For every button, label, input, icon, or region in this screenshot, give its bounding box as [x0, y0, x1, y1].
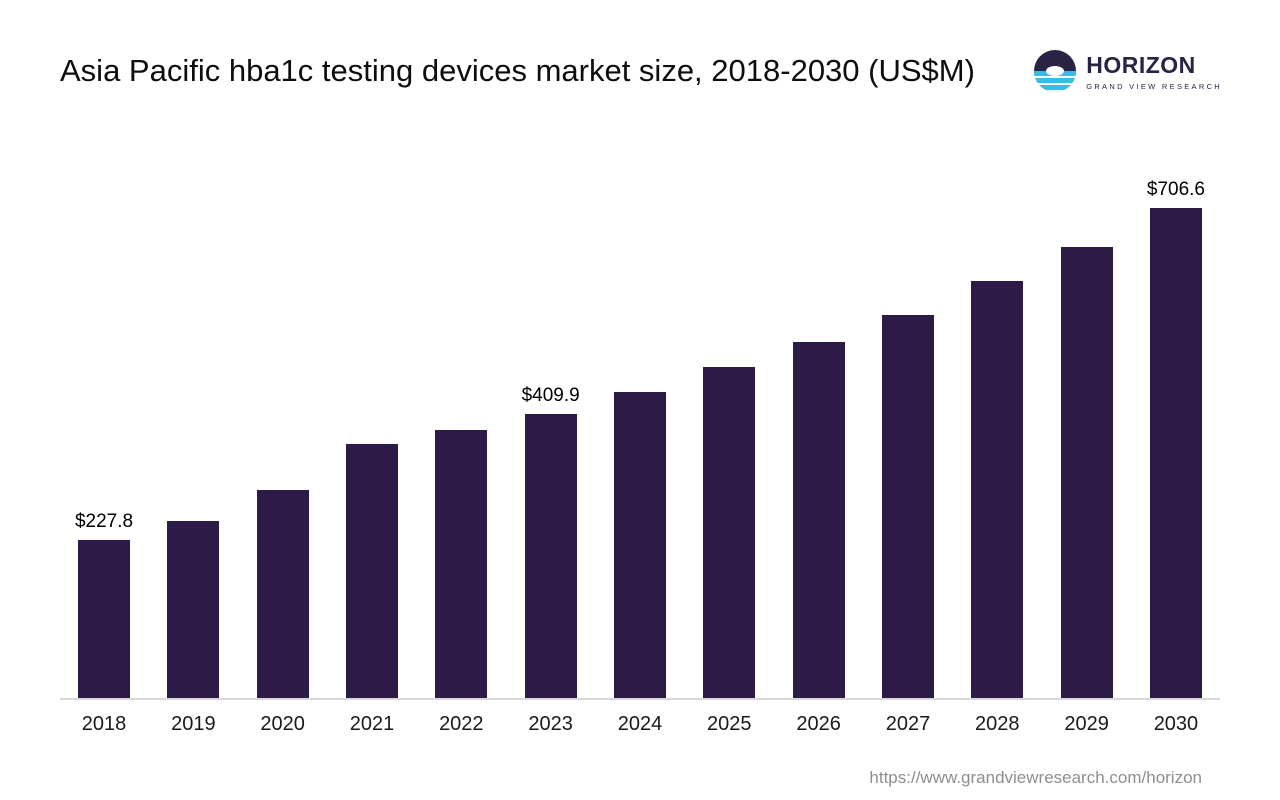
x-tick-label: 2024 [617, 713, 663, 735]
bar-column [969, 281, 1025, 698]
x-tick-label: 2022 [439, 713, 484, 735]
x-tick-label: 2025 [707, 713, 752, 735]
source-url: https://www.grandviewresearch.com/horizo… [869, 768, 1202, 787]
x-tick-label: 2030 [1153, 713, 1199, 735]
x-tick-label: 2018 [81, 713, 127, 735]
bar-column: $706.6 [1146, 179, 1205, 698]
bar-column [701, 367, 757, 698]
bar-column [791, 342, 847, 698]
bar [78, 540, 130, 698]
bar [703, 367, 756, 698]
x-tick-label: 2021 [349, 713, 395, 735]
logo-name: HORIZON [1086, 51, 1196, 78]
bar [435, 430, 488, 698]
bar [971, 281, 1024, 698]
chart-title: Asia Pacific hba1c testing devices marke… [60, 53, 975, 88]
x-tick-label: 2026 [796, 713, 841, 735]
bar [167, 521, 220, 698]
bar-value-label: $227.8 [74, 511, 134, 532]
bar-chart: $227.8 $409.9 $706.6 2018 2019 2020 2021 2022 2… [60, 179, 1220, 736]
horizon-logo-text: HORIZON GRAND VIEW RESEARCH [1086, 52, 1222, 91]
bar [881, 315, 934, 698]
bar [256, 490, 309, 698]
plot-area: $227.8 $409.9 $706.6 [60, 179, 1220, 700]
bar-column: $409.9 [521, 385, 580, 698]
bar-column: $227.8 [74, 511, 134, 698]
x-tick-label: 2028 [975, 713, 1020, 735]
x-tick-label: 2027 [885, 713, 931, 735]
horizon-logo: HORIZON GRAND VIEW RESEARCH [1034, 50, 1222, 92]
bar-column [1059, 247, 1115, 698]
x-tick-label: 2023 [528, 713, 573, 735]
bar-value-label: $706.6 [1146, 179, 1205, 200]
bar-column [255, 490, 311, 698]
horizon-logo-icon [1034, 50, 1077, 92]
bar-column [433, 430, 489, 698]
bar [524, 414, 577, 698]
bar-column [880, 315, 936, 698]
bar [1149, 208, 1202, 698]
x-tick-label: 2020 [260, 713, 305, 735]
logo-subtitle: GRAND VIEW RESEARCH [1086, 81, 1222, 91]
bar [792, 342, 845, 698]
bar [345, 444, 398, 698]
bar [1060, 247, 1113, 698]
bar [613, 392, 666, 698]
bar-column [344, 444, 400, 698]
bar-column [165, 521, 221, 698]
bar-value-label: $409.9 [521, 385, 580, 406]
x-tick-label: 2019 [171, 713, 216, 735]
x-axis-labels: 2018 2019 2020 2021 2022 2023 2024 2025 2026 2027… [60, 713, 1220, 736]
bar-column [612, 392, 668, 698]
x-tick-label: 2029 [1064, 713, 1109, 735]
